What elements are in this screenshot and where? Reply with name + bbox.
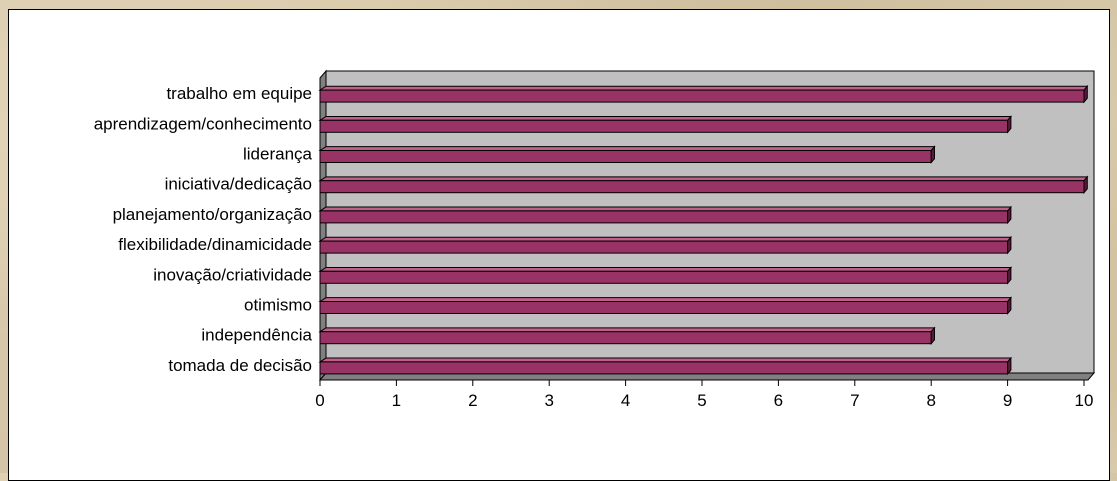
category-label: trabalho em equipe bbox=[166, 84, 312, 103]
bar bbox=[318, 145, 936, 164]
x-tick-label: 2 bbox=[468, 391, 477, 410]
bar bbox=[318, 84, 1089, 104]
category-label: inovação/criatividade bbox=[153, 265, 312, 284]
x-tick-label: 5 bbox=[697, 391, 706, 410]
x-tick-label: 8 bbox=[926, 391, 935, 410]
x-tick-label: 10 bbox=[1075, 391, 1094, 410]
category-labels: trabalho em equipe aprendizagem/conhecime… bbox=[94, 84, 313, 375]
bars-group bbox=[318, 84, 1089, 376]
category-label: flexibilidade/dinamicidade bbox=[118, 235, 312, 254]
category-label: otimismo bbox=[244, 296, 312, 315]
bar bbox=[318, 266, 1012, 285]
bar bbox=[318, 326, 936, 346]
category-label: tomada de decisão bbox=[168, 356, 312, 375]
bar bbox=[318, 296, 1012, 315]
category-label: independência bbox=[201, 326, 312, 345]
bar bbox=[318, 235, 1012, 255]
bar bbox=[318, 175, 1089, 195]
x-tick-label: 9 bbox=[1003, 391, 1012, 410]
x-tick-label: 1 bbox=[392, 391, 401, 410]
category-label: planejamento/organização bbox=[113, 205, 312, 224]
category-label: liderança bbox=[243, 145, 313, 164]
x-tick-label: 4 bbox=[621, 391, 630, 410]
x-tick-label: 7 bbox=[850, 391, 859, 410]
x-tick-label: 6 bbox=[774, 391, 783, 410]
x-tick-label: 0 bbox=[315, 391, 324, 410]
x-axis: 0 1 2 3 4 5 6 7 8 9 10 bbox=[315, 379, 1094, 410]
bar bbox=[318, 205, 1012, 225]
category-label: iniciativa/dedicação bbox=[165, 175, 312, 194]
bar bbox=[318, 356, 1012, 376]
x-tick-label: 3 bbox=[544, 391, 553, 410]
category-label: aprendizagem/conhecimento bbox=[94, 114, 312, 133]
bar bbox=[318, 115, 1012, 134]
